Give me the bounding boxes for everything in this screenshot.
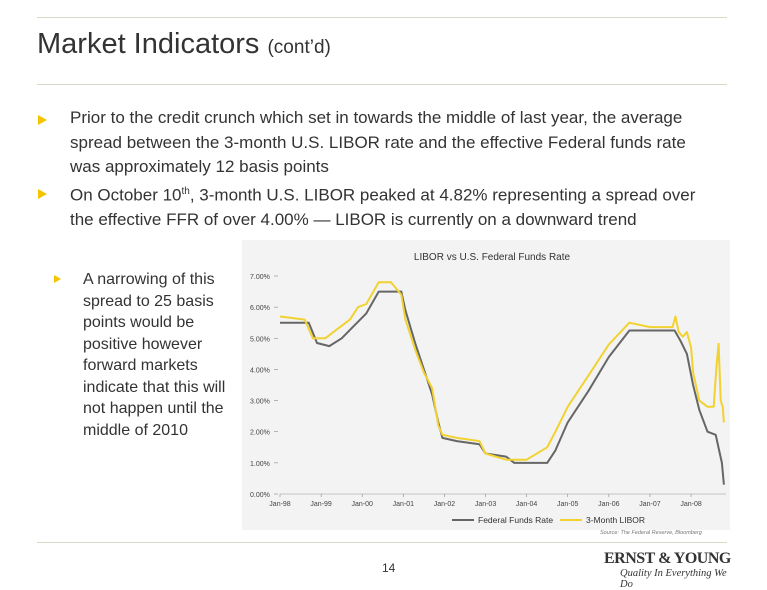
x-tick-label: Jan-99 [310,501,332,508]
sub-bullet-arrow-icon [54,275,61,283]
chart-background [242,240,730,530]
x-tick-label: Jan-07 [639,501,661,508]
x-tick-label: Jan-06 [598,501,620,508]
y-tick-label: 4.00% [250,367,270,374]
y-tick-label: 2.00% [250,430,270,437]
x-tick-label: Jan-98 [269,501,291,508]
legend-label-fed-funds: Federal Funds Rate [478,515,553,525]
top-rule [37,17,727,18]
x-tick-label: Jan-05 [557,501,579,508]
y-tick-label: 0.00% [250,492,270,499]
x-tick-label: Jan-02 [434,501,456,508]
y-tick-label: 6.00% [250,305,270,312]
chart-title: LIBOR vs U.S. Federal Funds Rate [414,252,571,263]
libor-fed-funds-chart: LIBOR vs U.S. Federal Funds Rate 7.00% 6.… [242,240,730,530]
y-tick-label: 7.00% [250,274,270,281]
bullet-arrow-icon [38,115,47,125]
ernst-young-logo: ERNST & YOUNG Quality In Everything We D… [604,550,734,590]
y-tick-label: 5.00% [250,336,270,343]
libor-line [279,281,725,461]
bullet-2: On October 10th, 3-month U.S. LIBOR peak… [70,185,696,230]
sub-bullet: A narrowing of this spread to 25 basis p… [83,271,226,439]
bottom-rule [37,542,727,543]
y-tick-label: 3.00% [250,399,270,406]
chart-source: Source: The Federal Reserve, Bloomberg [600,530,702,536]
logo-tagline: Quality In Everything We Do [620,568,727,590]
title-rule [37,84,727,85]
title-suffix: (cont’d) [267,37,331,58]
y-tick-label: 1.00% [250,461,270,468]
page-title: Market Indicators (cont’d) [37,28,331,60]
fed-funds-rate-line [280,290,725,485]
x-tick-label: Jan-03 [475,501,497,508]
x-tick-label: Jan-01 [393,501,415,508]
x-tick-label: Jan-00 [352,501,374,508]
legend-label-libor: 3-Month LIBOR [586,515,645,525]
x-tick-label: Jan-08 [680,501,702,508]
page-number: 14 [382,561,396,575]
x-tick-label: Jan-04 [516,501,538,508]
bullet-arrow-icon [38,189,47,199]
bullet-1: Prior to the credit crunch which set in … [70,108,686,176]
logo-name: ERNST & YOUNG [604,550,731,567]
